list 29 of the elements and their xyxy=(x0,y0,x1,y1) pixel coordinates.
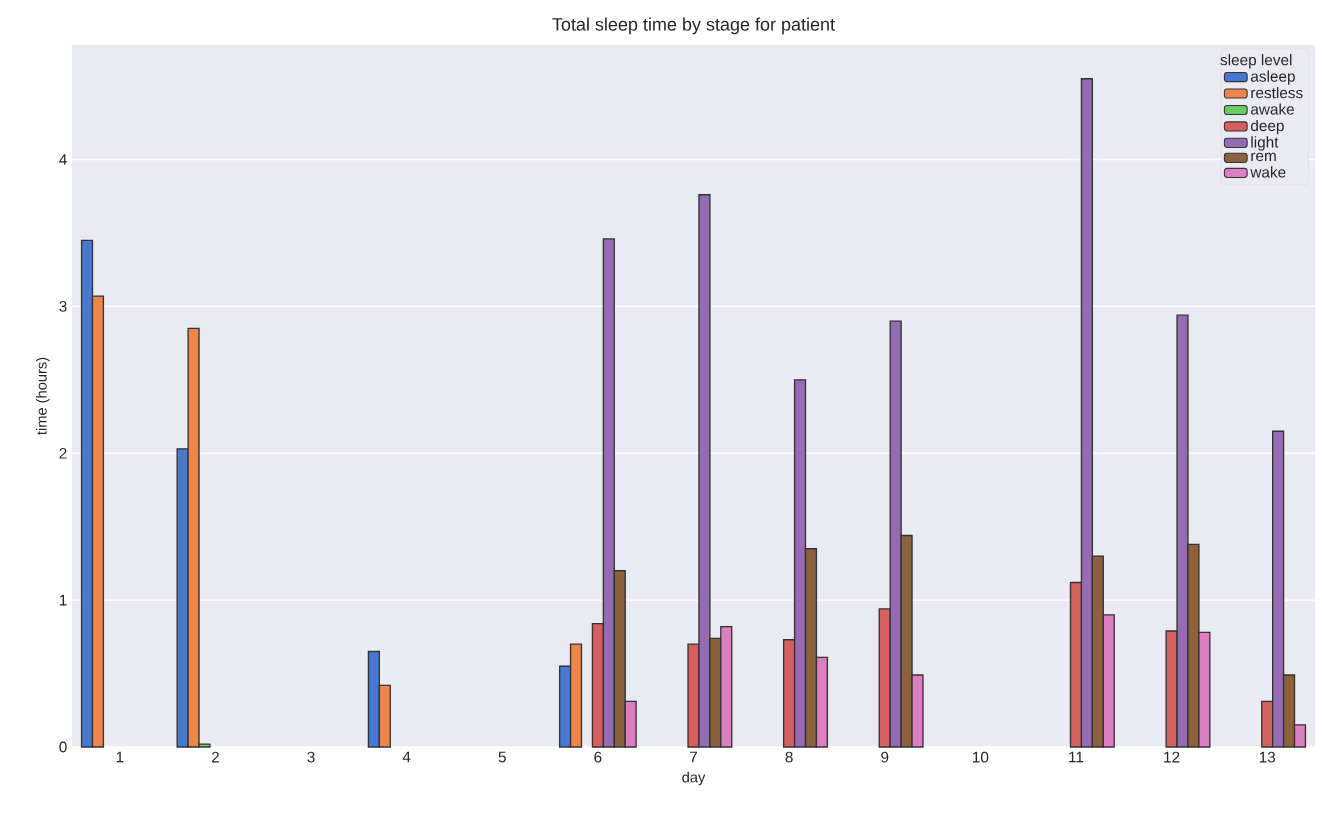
x-tick-label: 9 xyxy=(881,751,889,763)
legend-label: restless xyxy=(1251,86,1303,99)
legend-label: awake xyxy=(1251,103,1294,115)
x-tick-label: 10 xyxy=(972,751,989,763)
legend-label: rem xyxy=(1251,152,1276,162)
x-axis-title: day xyxy=(682,771,706,786)
legend-label: wake xyxy=(1250,166,1286,178)
y-axis-title: time (hours) xyxy=(35,357,50,435)
x-tick-label: 7 xyxy=(690,751,697,763)
x-tick-label: 13 xyxy=(1259,751,1276,763)
legend-label: light xyxy=(1251,136,1279,151)
x-tick-label: 4 xyxy=(402,751,411,763)
legend-title: sleep level xyxy=(1220,54,1292,69)
x-tick-label: 6 xyxy=(594,751,602,763)
y-tick-label: 0 xyxy=(59,741,67,753)
y-tick-label: 1 xyxy=(59,594,67,606)
y-tick-label: 3 xyxy=(59,300,67,312)
x-tick-label: 3 xyxy=(307,751,315,763)
x-tick-label: 5 xyxy=(498,751,506,763)
legend-label: deep xyxy=(1251,119,1284,135)
x-tick-label: 8 xyxy=(785,751,793,763)
x-tick-label: 1 xyxy=(116,751,124,763)
y-tick-label: 4 xyxy=(59,154,67,165)
x-tick-label: 12 xyxy=(1164,751,1180,763)
chart-title: Total sleep time by stage for patient xyxy=(552,17,835,35)
x-tick-label: 2 xyxy=(211,751,219,763)
x-tick-label: 11 xyxy=(1069,751,1084,763)
legend-label: asleep xyxy=(1251,70,1295,85)
y-tick-label: 2 xyxy=(59,447,67,459)
